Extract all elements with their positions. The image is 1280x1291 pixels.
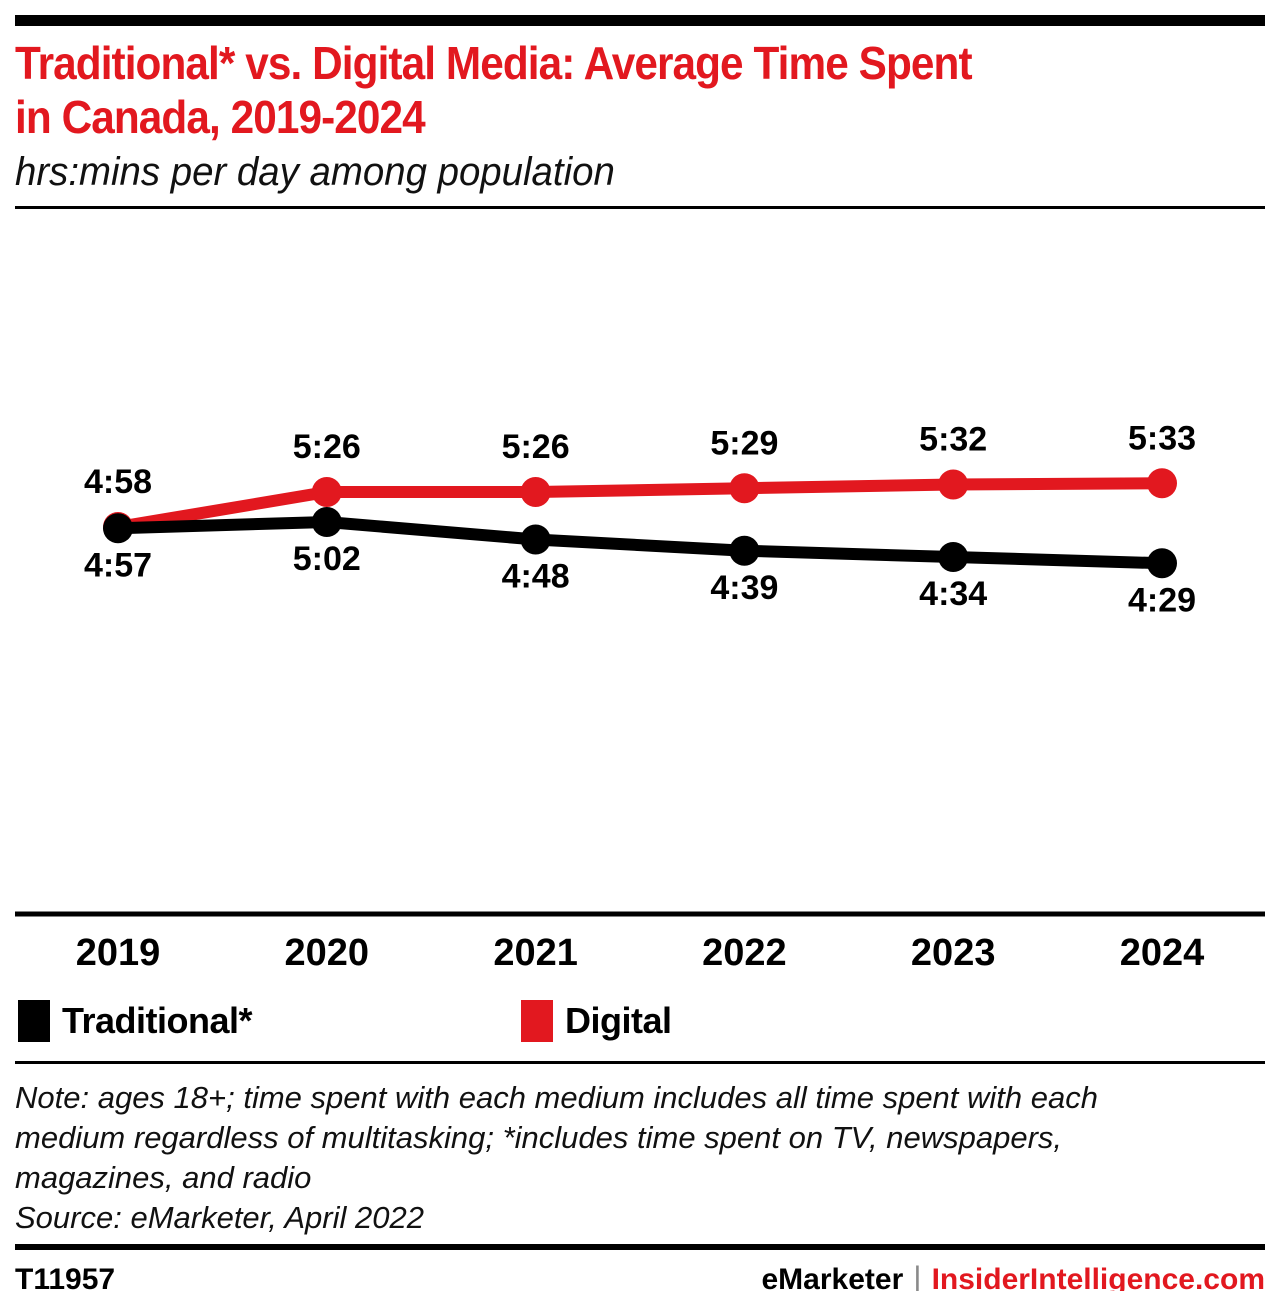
digital-value-label: 4:58 [84,463,152,501]
legend-item-digital: Digital [521,999,672,1043]
traditional-point [103,513,133,544]
traditional-point [1147,548,1177,579]
note-line: Note: ages 18+; time spent with each med… [15,1080,1098,1115]
digital-point [729,473,760,504]
page-title: Traditional* vs. Digital Media: Average … [15,36,1165,144]
footer-pipe-divider: | [913,1260,922,1291]
digital-value-label: 5:33 [1128,419,1196,457]
digital-line [117,477,1163,533]
notes-block: Note: ages 18+; time spent with each med… [15,1078,1265,1238]
x-axis-label: 2023 [911,932,996,969]
legend: Traditional* Digital [0,999,1280,1043]
source-line: Source: eMarketer, April 2022 [15,1200,424,1235]
traditional-point [520,524,551,555]
bottom-rule-bar [15,1244,1265,1250]
footer-branding: eMarketer | InsiderIntelligence.com [761,1260,1265,1291]
legend-item-traditional: Traditional* [18,999,253,1043]
traditional-value-label: 4:48 [502,558,570,596]
traditional-point [729,535,760,566]
x-axis-label: 2022 [702,932,787,969]
digital-point [1147,468,1177,499]
x-axis-label: 2019 [76,932,161,969]
digital-point [938,469,969,500]
title-line-2: in Canada, 2019-2024 [15,91,426,143]
footer: T11957 eMarketer | InsiderIntelligence.c… [15,1260,1265,1291]
note-line: magazines, and radio [15,1160,312,1195]
traditional-swatch [18,1000,50,1042]
chart-id: T11957 [15,1263,116,1291]
traditional-point [311,507,342,537]
title-line-1: Traditional* vs. Digital Media: Average … [15,37,973,89]
digital-value-label: 5:26 [293,428,361,466]
top-rule-bar [15,15,1265,26]
x-axis-label: 2020 [285,932,370,969]
traditional-value-label: 5:02 [293,540,361,578]
legend-label-traditional: Traditional* [62,1000,253,1041]
traditional-value-label: 4:39 [710,569,778,607]
traditional-value-label: 4:29 [1128,581,1196,619]
traditional-line [117,515,1163,570]
x-axis-label: 2021 [493,932,578,969]
legend-label-digital: Digital [565,1000,672,1041]
traditional-value-label: 4:34 [919,575,987,613]
line-chart: 2019 2020 2021 2022 2023 2024 4:58 5:26 5:26 5:29… [15,419,1265,969]
footer-divider-rule [15,1061,1265,1064]
insider-intelligence-link[interactable]: InsiderIntelligence.com [931,1263,1265,1291]
digital-value-label: 5:26 [502,428,570,466]
chart-subtitle: hrs:mins per day among population [15,150,615,194]
emarketer-logo-text: eMarketer [761,1263,904,1291]
note-line: medium regardless of multitasking; *incl… [15,1120,1063,1155]
header-divider-rule [15,206,1265,209]
digital-swatch [521,1000,553,1042]
digital-value-label: 5:32 [919,421,987,459]
digital-point [311,477,342,507]
x-axis-label: 2024 [1120,932,1205,969]
traditional-point [938,542,969,572]
digital-value-label: 5:29 [710,424,778,462]
traditional-value-label: 4:57 [84,546,152,584]
digital-point [520,477,551,507]
